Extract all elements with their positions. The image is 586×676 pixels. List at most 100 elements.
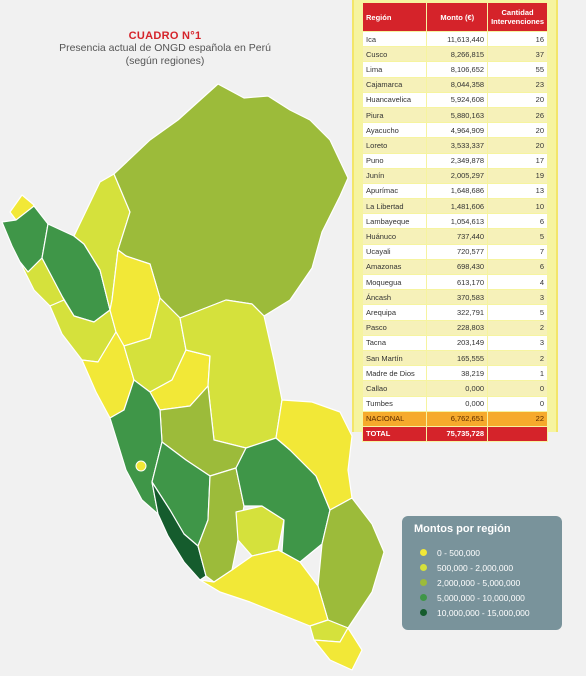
table-row: Lambayeque 1,054,613 6 xyxy=(361,213,548,230)
table-row: Apurímac 1,648,686 13 xyxy=(361,182,548,200)
legend-title: Montos por región xyxy=(414,523,511,535)
cell-region: TOTAL xyxy=(361,425,428,443)
cell-monto: 3,533,337 xyxy=(426,137,489,154)
table-row: Tacna 203,149 3 xyxy=(361,334,548,351)
table-row: Madre de Dios 38,219 1 xyxy=(361,365,548,382)
cell-monto: 1,481,606 xyxy=(426,198,489,215)
table-row: Puno 2,349,878 17 xyxy=(361,152,548,169)
cell-region: Amazonas xyxy=(361,258,428,276)
cell-cantidad: 19 xyxy=(487,167,548,184)
cell-cantidad: 3 xyxy=(487,334,548,351)
legend-label: 500,000 - 2,000,000 xyxy=(437,562,514,573)
cell-region: Huánuco xyxy=(361,228,428,245)
cell-region: La Libertad xyxy=(361,198,428,215)
table-row: Cusco 8,266,815 37 xyxy=(361,46,548,63)
cell-monto: 165,555 xyxy=(426,349,489,367)
cell-monto: 5,924,608 xyxy=(426,91,489,108)
legend-label: 5,000,000 - 10,000,000 xyxy=(437,592,525,603)
cell-cantidad: 1 xyxy=(487,365,548,382)
cell-region: Cajamarca xyxy=(361,76,428,93)
cell-monto: 5,880,163 xyxy=(426,106,489,124)
map-title-block: CUADRO N°1 Presencia actual de ONGD espa… xyxy=(40,30,290,68)
legend-label: 0 - 500,000 xyxy=(437,547,481,558)
cell-cantidad: 26 xyxy=(487,106,548,124)
cell-cantidad: 17 xyxy=(487,152,548,169)
table-row: Áncash 370,583 3 xyxy=(361,289,548,306)
cell-monto: 11,613,440 xyxy=(426,30,489,48)
cell-cantidad: 37 xyxy=(487,46,548,63)
cell-cantidad: 23 xyxy=(487,76,548,93)
cell-monto: 0,000 xyxy=(426,395,489,412)
legend-swatch xyxy=(420,609,427,616)
header-region: Región xyxy=(361,2,428,32)
cell-cantidad: 10 xyxy=(487,198,548,215)
cell-region: Apurímac xyxy=(361,182,428,200)
cell-cantidad: 6 xyxy=(487,213,548,230)
cell-region: Pasco xyxy=(361,319,428,336)
cell-cantidad: 6 xyxy=(487,258,548,276)
cell-cantidad: 2 xyxy=(487,349,548,367)
region-callao xyxy=(135,460,147,472)
cell-region: Áncash xyxy=(361,289,428,306)
cell-monto: 0,000 xyxy=(426,380,489,397)
region-puno xyxy=(317,497,385,629)
legend-label: 10,000,000 - 15,000,000 xyxy=(437,607,530,618)
map-subtitle-line2: (según regiones) xyxy=(125,55,205,67)
table-row: Amazonas 698,430 6 xyxy=(361,258,548,276)
legend-swatch xyxy=(420,549,427,556)
cell-monto: 75,735,728 xyxy=(426,425,489,443)
cell-monto: 8,266,815 xyxy=(426,46,489,63)
cell-region: Piura xyxy=(361,106,428,124)
cell-cantidad: 20 xyxy=(487,137,548,154)
table-row: Moquegua 613,170 4 xyxy=(361,273,548,291)
cell-cantidad: 3 xyxy=(487,289,548,306)
header-monto: Monto (€) xyxy=(426,2,489,32)
cell-monto: 322,791 xyxy=(426,304,489,321)
table-row: Junín 2,005,297 19 xyxy=(361,167,548,184)
cell-monto: 698,430 xyxy=(426,258,489,276)
cell-region: Arequipa xyxy=(361,304,428,321)
legend-item: 0 - 500,000 xyxy=(420,546,480,559)
cell-monto: 1,054,613 xyxy=(426,213,489,230)
legend-item: 10,000,000 - 15,000,000 xyxy=(420,606,530,619)
header-cantidad: Cantidad Intervenciones xyxy=(487,2,548,32)
legend-item: 500,000 - 2,000,000 xyxy=(420,561,513,574)
cell-cantidad xyxy=(487,425,548,443)
table-row: Lima 8,106,652 55 xyxy=(361,61,548,78)
region-tacna xyxy=(313,627,363,671)
table-row: Huánuco 737,440 5 xyxy=(361,228,548,245)
cell-cantidad: 16 xyxy=(487,30,548,48)
cell-region: Cusco xyxy=(361,46,428,63)
table-row: Cajamarca 8,044,358 23 xyxy=(361,76,548,93)
region-amount-table: Región Monto (€) Cantidad Intervenciones… xyxy=(361,2,548,443)
cell-cantidad: 55 xyxy=(487,61,548,78)
table-row: Ica 11,613,440 16 xyxy=(361,30,548,48)
cell-monto: 720,577 xyxy=(426,243,489,260)
cell-region: Puno xyxy=(361,152,428,169)
cell-region: Madre de Dios xyxy=(361,365,428,382)
cell-region: Tacna xyxy=(361,334,428,351)
table-row: Ayacucho 4,964,909 20 xyxy=(361,122,548,139)
table-row: La Libertad 1,481,606 10 xyxy=(361,198,548,215)
table-body: Ica 11,613,440 16 Cusco 8,266,815 37 Lima 8,106… xyxy=(361,30,548,443)
cell-region: Lambayeque xyxy=(361,213,428,230)
cell-region: Callao xyxy=(361,380,428,397)
cell-cantidad: 2 xyxy=(487,319,548,336)
cell-cantidad: 0 xyxy=(487,380,548,397)
cell-region: Lima xyxy=(361,61,428,78)
legend-swatch xyxy=(420,564,427,571)
cell-cantidad: 5 xyxy=(487,304,548,321)
cell-region: Junín xyxy=(361,167,428,184)
cell-cantidad: 7 xyxy=(487,243,548,260)
cell-monto: 370,583 xyxy=(426,289,489,306)
cell-region: Ica xyxy=(361,30,428,48)
cell-region: Moquegua xyxy=(361,273,428,291)
cell-cantidad: 5 xyxy=(487,228,548,245)
table-header-row: Región Monto (€) Cantidad Intervenciones xyxy=(361,2,548,32)
region-arequipa xyxy=(199,549,329,627)
cell-monto: 2,005,297 xyxy=(426,167,489,184)
cell-monto: 2,349,878 xyxy=(426,152,489,169)
cell-monto: 8,106,652 xyxy=(426,61,489,78)
cell-monto: 737,440 xyxy=(426,228,489,245)
